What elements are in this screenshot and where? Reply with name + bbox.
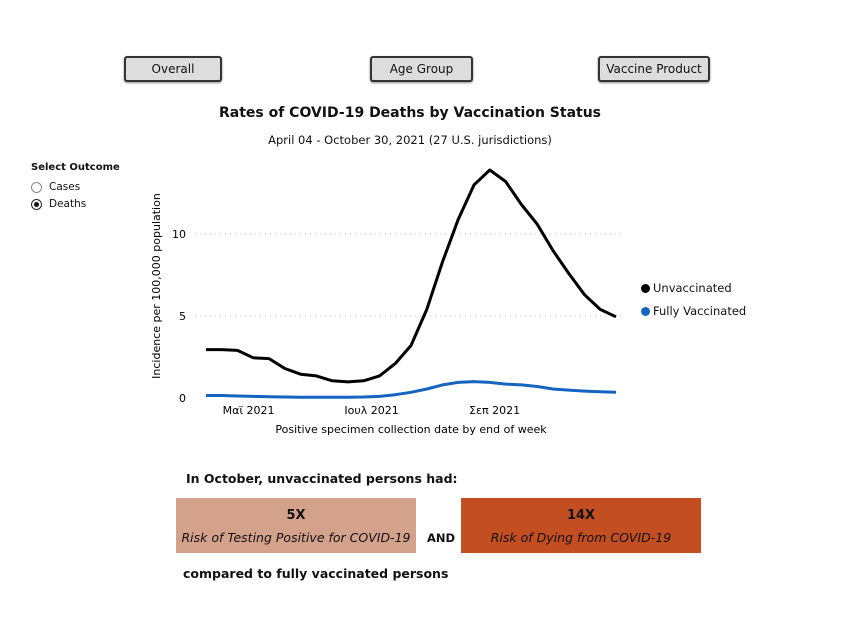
box-label: Risk of Dying from COVID-19: [490, 530, 672, 545]
radio-label: Deaths: [49, 198, 87, 210]
y-tick-label: 5: [179, 310, 186, 323]
line-chart: 0 5 10 Μαϊ 2021 Ιουλ 2021 Σεπ 2021 Positive sp…: [150, 168, 625, 436]
legend-label: Unvaccinated: [653, 281, 732, 295]
radio-circle-selected[interactable]: [31, 198, 42, 210]
x-tick-label: Σεπ 2021: [469, 404, 520, 417]
summary-heading: In October, unvaccinated persons had:: [186, 471, 458, 486]
box-value: 5X: [286, 508, 306, 523]
radio-label: Cases: [49, 181, 81, 193]
box-label: Risk of Testing Positive for COVID-19: [181, 530, 411, 545]
legend-label: Fully Vaccinated: [653, 304, 747, 318]
and-label: AND: [427, 531, 456, 545]
legend-vaccinated: Fully Vaccinated: [641, 304, 746, 318]
testing-risk-box: 5X Risk of Testing Positive for COVID-19: [176, 498, 416, 553]
series-line-unvaccinated: [206, 168, 617, 384]
y-axis-label: Incidence per 100,000 population: [150, 193, 163, 379]
vaccine-product-button[interactable]: Vaccine Product: [598, 56, 710, 82]
x-axis-label: Positive specimen collection date by end…: [275, 423, 547, 436]
summary-footer: compared to fully vaccinated persons: [183, 566, 449, 581]
overall-button[interactable]: Overall: [124, 56, 222, 82]
x-tick-label: Μαϊ 2021: [223, 404, 275, 417]
y-tick-label: 0: [179, 392, 186, 405]
x-tick-label: Ιουλ 2021: [344, 404, 398, 417]
legend-unvaccinated: Unvaccinated: [641, 281, 732, 295]
chart-subtitle: April 04 - October 30, 2021 (27 U.S. jur…: [268, 133, 552, 147]
legend-dot: [641, 283, 650, 293]
series-line-vaccinated: [206, 380, 617, 399]
chart-title: Rates of COVID-19 Deaths by Vaccination …: [218, 105, 602, 121]
age-group-button[interactable]: Age Group: [370, 56, 473, 82]
legend-dot: [641, 306, 650, 316]
radio-cases[interactable]: Cases: [31, 181, 80, 193]
select-outcome-label: Select Outcome: [31, 162, 120, 173]
radio-circle[interactable]: [31, 181, 42, 193]
radio-deaths[interactable]: Deaths: [31, 198, 86, 210]
box-value: 14X: [566, 508, 596, 523]
dying-risk-box: 14X Risk of Dying from COVID-19: [461, 498, 701, 553]
y-tick-label: 10: [172, 228, 186, 241]
